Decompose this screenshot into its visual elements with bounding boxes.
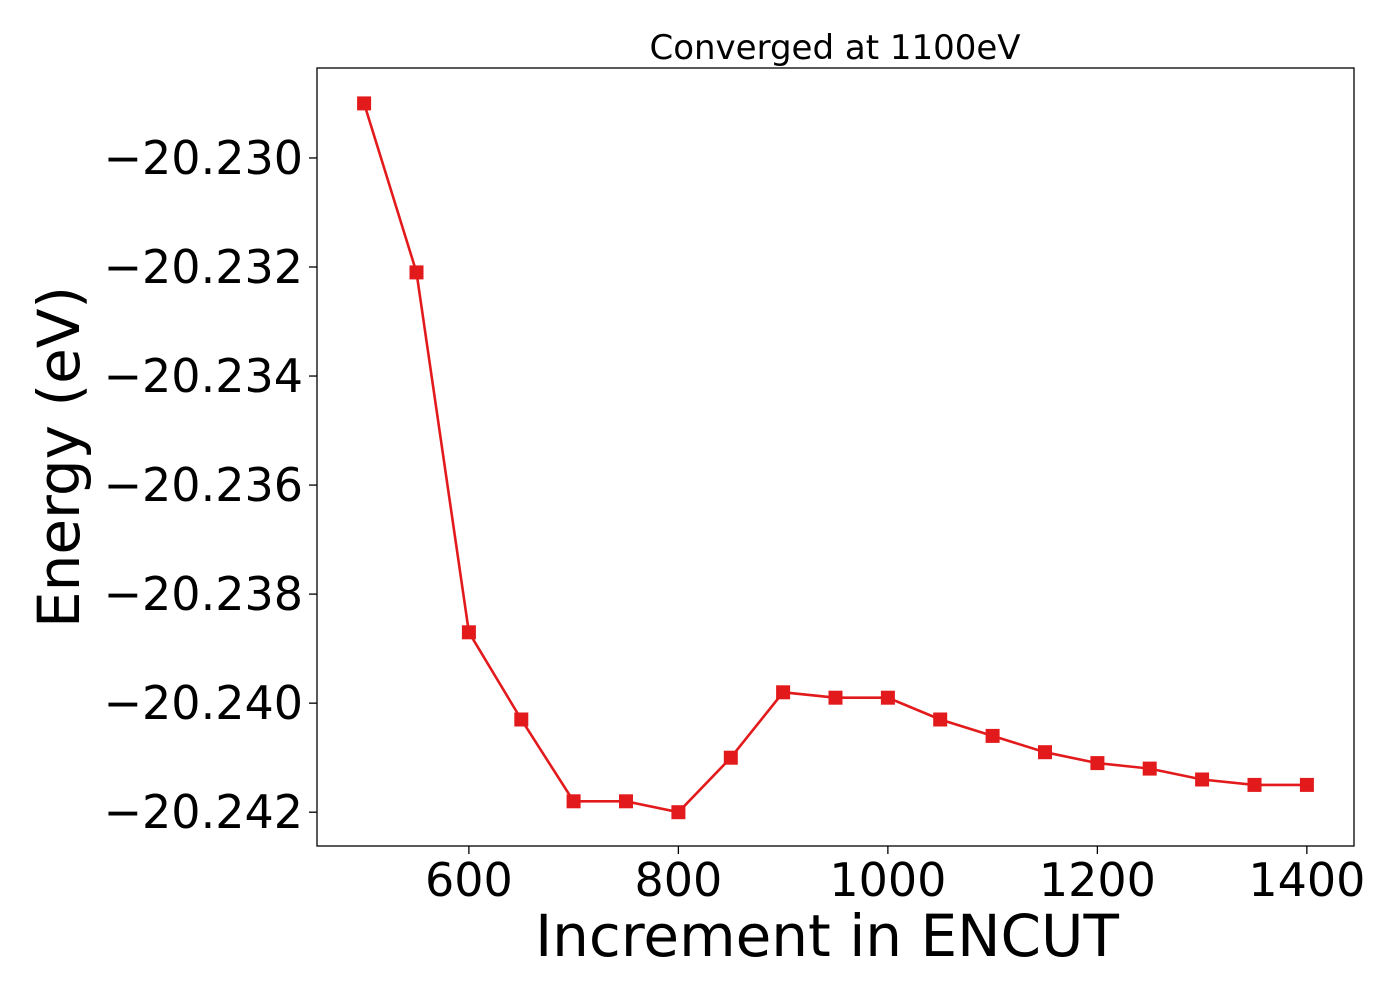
data-point-marker [1090,756,1105,771]
data-point-marker [409,265,424,280]
y-tick-label: −20.232 [104,240,304,294]
data-point-marker [461,625,476,640]
x-tick-label: 1000 [829,853,946,907]
data-point-marker [985,728,1000,743]
plot-area-frame [316,67,1355,847]
data-point-marker [1195,772,1210,787]
y-tick-label: −20.238 [104,567,304,621]
y-axis-ticks: −20.230 −20.232 −20.234 −20.236 −20.238 −20.2… [104,131,317,839]
data-point-marker [357,96,372,111]
data-point-marker [514,712,529,727]
x-tick-label: 1400 [1248,853,1365,907]
data-point-marker [671,805,686,820]
y-tick-label: −20.234 [104,349,304,403]
data-point-marker [566,794,581,809]
data-point-marker [1299,777,1314,792]
data-point-marker [1038,745,1052,760]
series-line [362,103,1307,814]
data-point-marker [1142,761,1157,776]
data-point-marker [723,750,738,765]
data-point-marker [619,794,633,809]
data-point-marker [1247,777,1262,792]
y-tick-label: −20.240 [104,676,304,730]
x-axis-ticks: 600 800 1000 1200 1400 [425,846,1365,907]
y-tick-label: −20.230 [104,131,304,185]
chart-title: Converged at 1100eV [649,28,1020,68]
y-tick-label: −20.236 [104,458,304,512]
y-tick-label: −20.242 [104,785,304,839]
x-tick-label: 600 [425,853,513,907]
y-axis-label: Energy (eV) [25,286,93,628]
series-markers [357,96,1314,820]
data-point-marker [880,690,895,705]
x-tick-label: 1200 [1039,853,1156,907]
x-tick-label: 800 [634,853,722,907]
data-point-marker [776,685,791,700]
data-point-marker [828,690,843,705]
data-point-marker [933,712,948,727]
x-axis-label: Increment in ENCUT [535,902,1119,970]
